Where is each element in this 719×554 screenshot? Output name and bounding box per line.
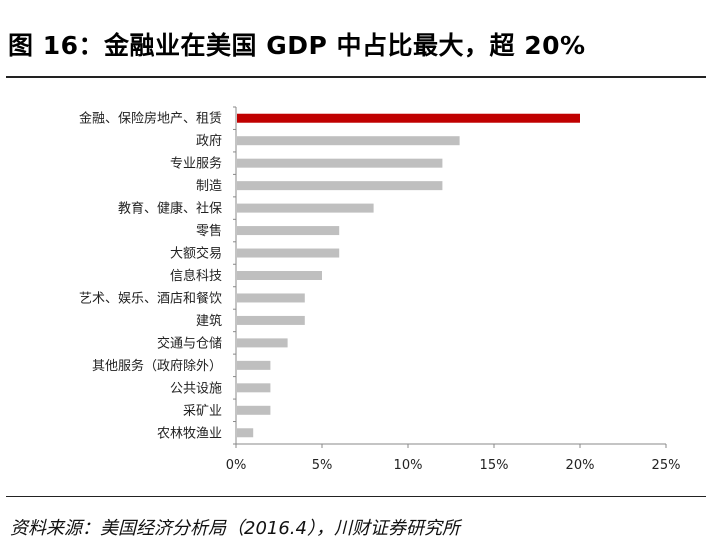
bar [237,113,580,123]
category-label: 金融、保险房地产、租赁 [79,111,222,127]
x-tick-label: 25% [652,458,681,473]
category-label: 教育、健康、社保 [118,201,222,217]
bar [237,293,305,303]
x-tick-label: 5% [312,458,333,473]
x-tick-label: 10% [394,458,423,473]
bar [237,428,254,438]
bar [237,360,271,370]
category-label: 政府 [196,134,222,149]
category-label: 制造 [196,179,222,194]
category-label: 其他服务（政府除外） [92,358,222,374]
category-label: 信息科技 [170,268,222,284]
bar [237,203,374,213]
bar [237,315,305,325]
category-label: 采矿业 [183,404,222,419]
bar [237,181,443,191]
bar [237,248,340,258]
category-label: 专业服务 [170,156,222,172]
title-divider [6,76,706,78]
chart-title: 图 16：金融业在美国 GDP 中占比最大，超 20% [8,31,586,60]
bar [237,338,288,348]
x-tick-label: 20% [566,458,595,473]
x-tick-label: 0% [226,458,247,473]
category-label: 交通与仓储 [157,335,222,351]
bar [237,405,271,415]
category-label: 零售 [196,223,222,239]
category-label: 公共设施 [170,381,222,396]
bar [237,271,322,280]
category-label: 艺术、娱乐、酒店和餐饮 [79,290,222,306]
source-note: 资料来源：美国经济分析局（2016.4），川财证券研究所 [10,518,460,539]
category-label: 建筑 [196,313,222,329]
bar [237,226,340,236]
bar [237,383,271,393]
category-label: 大额交易 [170,246,222,262]
footer-divider [6,496,706,497]
bar [237,136,460,146]
x-tick-label: 15% [480,458,509,473]
category-label: 农林牧渔业 [157,426,222,441]
bar [237,158,443,168]
